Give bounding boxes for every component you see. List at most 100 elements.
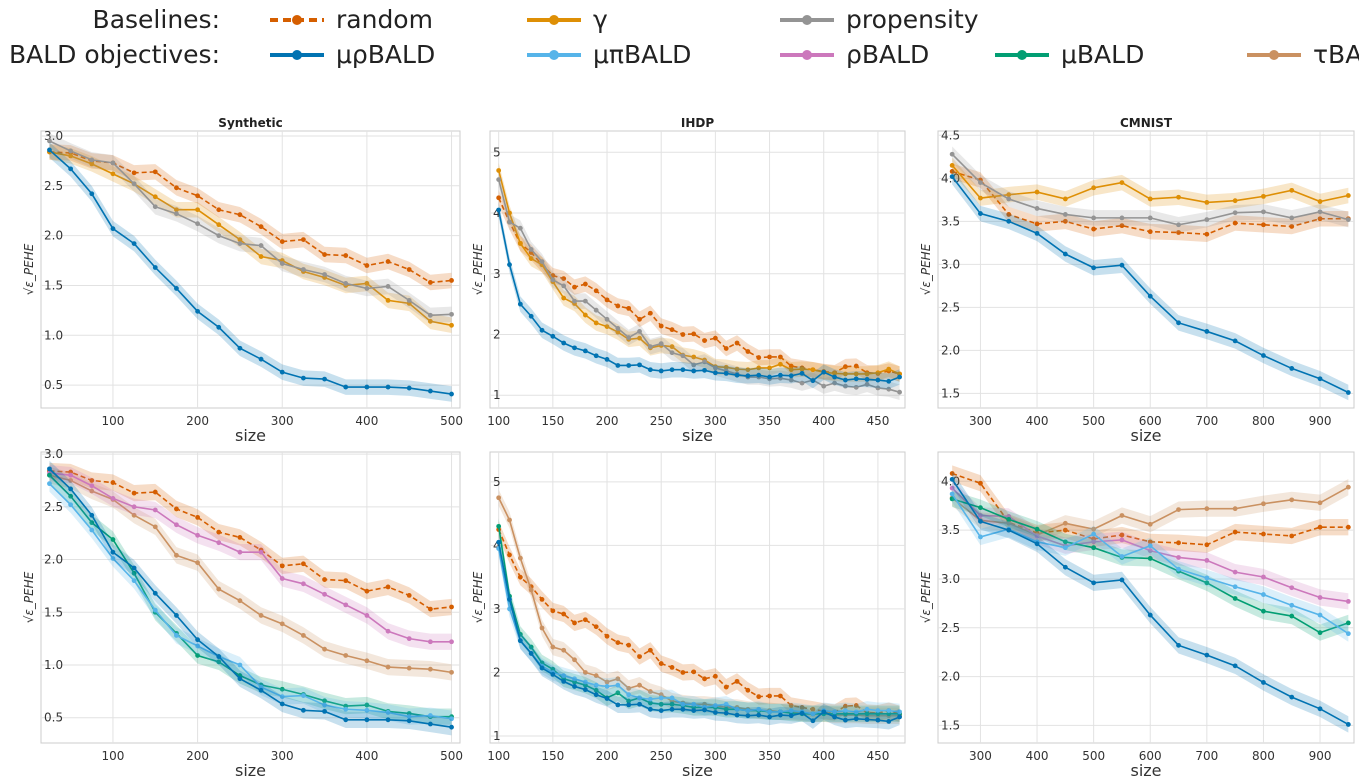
data-point [195,643,200,649]
data-point [1204,542,1210,548]
data-point [364,588,370,594]
data-point [1204,557,1210,563]
data-point [1091,539,1097,545]
subplot-title: CMNIST [1120,116,1173,130]
data-point [691,362,697,368]
data-point [561,276,567,282]
confidence-band [952,490,1349,641]
data-point [301,581,306,587]
data-point [897,389,902,395]
data-point [1261,353,1266,358]
data-point [853,376,859,382]
data-point [1289,187,1295,193]
data-point [1232,338,1238,344]
data-point [1147,548,1153,554]
legend-label: μπBALD [593,40,692,69]
data-point [1006,218,1012,224]
data-point [1119,262,1125,268]
y-axis-label: √ε_PEHE [22,571,36,623]
data-point [582,348,588,354]
data-point [279,694,285,700]
y-tick-label: 2.0 [941,670,960,684]
data-point [886,378,892,384]
data-point [449,716,454,722]
y-tick-label: 4 [493,538,501,552]
y-tick-label: 3 [493,602,501,616]
x-tick-label: 400 [355,414,378,428]
data-point [561,295,567,301]
y-tick-label: 2.5 [941,300,960,314]
data-point [1232,663,1238,669]
data-point [1034,230,1040,236]
data-point [582,312,588,318]
data-point [301,707,306,713]
x-tick-label: 500 [440,749,463,763]
data-point [427,318,433,324]
data-point [539,597,545,602]
data-point [853,703,859,708]
x-tick-label: 500 [1082,414,1105,428]
data-point [1119,215,1125,221]
data-point [1176,642,1181,648]
data-point [528,247,534,252]
data-point [1034,541,1040,547]
legend-marker [802,49,812,60]
data-point [89,512,95,518]
data-point [647,310,653,316]
data-point [449,604,454,610]
x-tick-label: 300 [969,414,992,428]
y-tick-label: 2 [493,665,501,679]
data-point [174,506,179,512]
data-point [897,709,902,715]
confidence-band [952,479,1349,544]
confidence-band [952,157,1349,211]
subplot-5: 100 150 200 250 300 350 400 450 1 2 3 4 5 size √ε_PEHE [471,451,906,780]
y-axis-label: √ε_PEHE [919,243,933,295]
data-point [385,297,391,303]
y-tick-label: 2.5 [44,500,63,514]
legend-swatch-icon [270,49,324,60]
data-point [637,316,642,322]
data-point [301,561,306,567]
legend-item: γ [525,5,608,34]
data-point [615,326,621,331]
data-point [1034,221,1040,227]
data-point [496,539,502,545]
data-point [1062,212,1068,217]
data-point [1034,526,1040,532]
data-point [799,705,805,710]
data-point [131,504,137,510]
data-point [517,638,523,644]
data-point [364,702,370,708]
y-tick-label: 1 [493,729,501,743]
data-point [832,374,837,380]
x-tick-label: 400 [812,749,835,763]
data-point [1204,329,1210,334]
data-point [637,335,642,341]
data-point [799,366,805,372]
data-point [343,253,349,258]
data-point [1317,595,1323,600]
data-point [364,263,370,268]
data-point [723,710,729,716]
data-point [1261,608,1266,614]
data-point [406,714,412,720]
data-point [152,194,158,200]
data-point [364,613,370,618]
data-point [821,383,827,389]
data-point [669,695,675,701]
data-point [152,169,158,175]
data-point [978,518,983,524]
series-line [48,474,452,718]
data-point [343,653,349,658]
data-point [1147,293,1153,299]
data-point [152,265,158,270]
data-point [734,678,740,684]
data-point [406,385,412,391]
x-tick-label: 400 [355,749,378,763]
data-point [604,297,610,303]
confidence-band [49,462,452,618]
data-point [647,706,653,712]
data-point [68,502,74,508]
data-point [110,226,116,232]
